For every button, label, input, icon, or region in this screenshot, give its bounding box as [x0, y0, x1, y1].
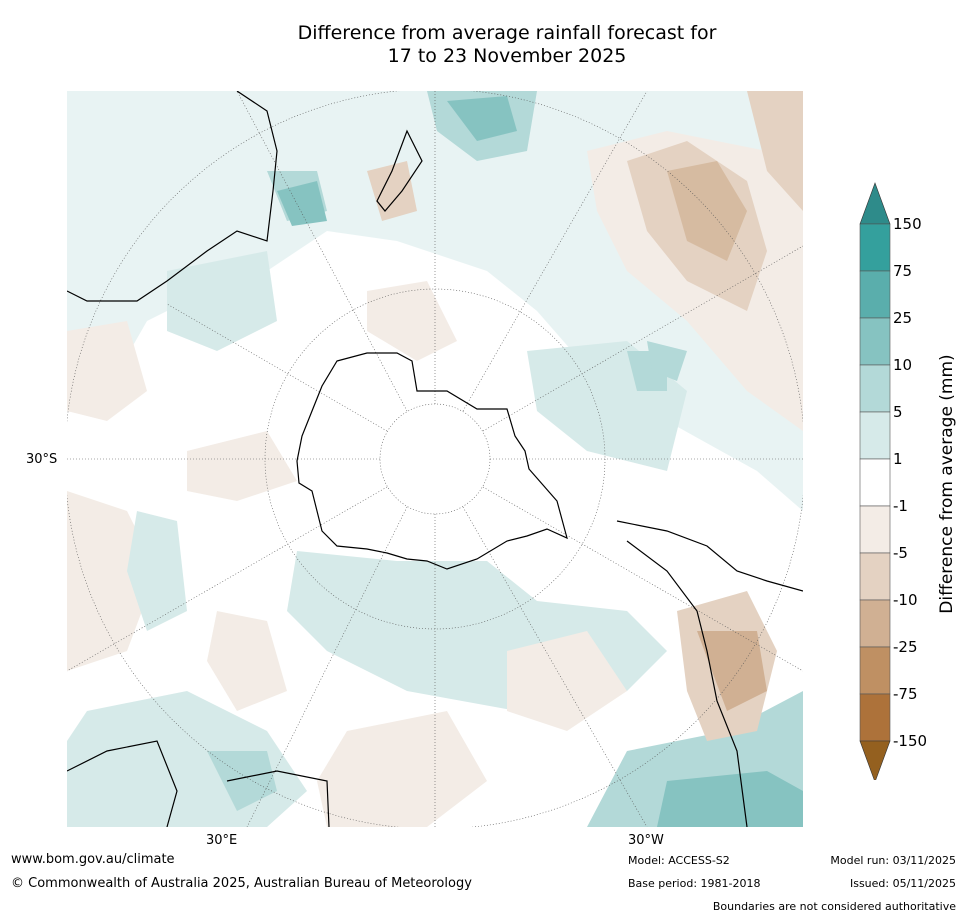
rainfall-anomaly-map — [67, 91, 803, 827]
map-title: Difference from average rainfall forecas… — [0, 22, 965, 68]
colorbar-tick-label: -10 — [893, 591, 918, 609]
colorbar-tick-label: 75 — [893, 262, 913, 280]
australia-coast — [67, 91, 278, 302]
colorbar-tick-label: 10 — [893, 356, 913, 374]
south-america-coast — [616, 520, 803, 592]
title-line-1: Difference from average rainfall forecas… — [297, 22, 717, 44]
disclaimer: Boundaries are not considered authoritat… — [712, 900, 956, 913]
colorbar — [859, 182, 891, 780]
colorbar-segment — [859, 552, 891, 601]
south-america-east-coast — [626, 540, 748, 827]
website-url: www.bom.gov.au/climate — [11, 852, 175, 867]
colorbar-segment — [859, 317, 891, 366]
colorbar-tick-label: -75 — [893, 685, 918, 703]
lon-label-30e: 30°E — [206, 833, 238, 848]
model-run: Model run: 03/11/2025 — [830, 854, 956, 867]
colorbar-tick-label: 150 — [893, 215, 922, 233]
colorbar-segment — [859, 223, 891, 272]
colorbar-tick-label: 25 — [893, 309, 913, 327]
anomaly-fills — [67, 91, 803, 827]
title-line-2: 17 to 23 November 2025 — [387, 45, 627, 67]
colorbar-segment — [859, 646, 891, 695]
colorbar-tick-label: -5 — [893, 544, 908, 562]
colorbar-tick-label: -25 — [893, 638, 918, 656]
colorbar-segment — [859, 505, 891, 554]
lat-label-30s: 30°S — [26, 452, 58, 467]
colorbar-segment — [859, 411, 891, 460]
issued-date: Issued: 05/11/2025 — [849, 877, 956, 890]
coastlines — [67, 91, 803, 827]
colorbar-title: Difference from average (mm) — [937, 354, 957, 614]
southern-africa-coast — [226, 770, 330, 827]
lon-label-30w: 30°W — [628, 833, 664, 848]
colorbar-tick-label: -1 — [893, 497, 908, 515]
colorbar-tick-label: -150 — [893, 732, 928, 750]
antarctica-coast — [296, 352, 568, 570]
colorbar-segments — [859, 182, 891, 780]
africa-coast — [67, 740, 178, 827]
colorbar-segment — [859, 364, 891, 413]
colorbar-upper-arrow — [859, 182, 891, 225]
colorbar-segment — [859, 458, 891, 507]
graticule — [67, 91, 803, 827]
copyright: © Commonwealth of Australia 2025, Austra… — [11, 876, 472, 891]
colorbar-tick-label: 5 — [893, 403, 903, 421]
colorbar-tick-label: 1 — [893, 450, 903, 468]
colorbar-segment — [859, 599, 891, 648]
new-zealand-coast — [376, 129, 423, 212]
colorbar-lower-arrow — [859, 740, 891, 780]
model-name: Model: ACCESS-S2 — [628, 854, 730, 867]
colorbar-segment — [859, 270, 891, 319]
colorbar-segment — [859, 693, 891, 742]
base-period: Base period: 1981-2018 — [628, 877, 761, 890]
